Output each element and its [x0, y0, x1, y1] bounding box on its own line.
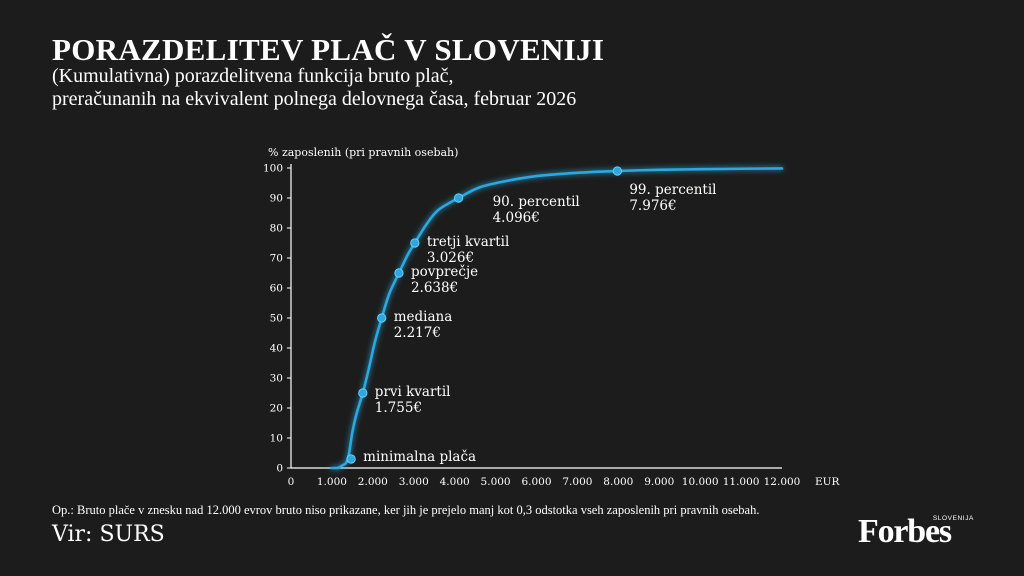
marker-point [410, 238, 420, 248]
y-tick-label: 0 [276, 463, 283, 475]
source-label: Vir: SURS [52, 522, 165, 547]
x-tick-label: 6.000 [521, 476, 551, 488]
marker-label: mediana [394, 309, 453, 325]
x-tick-label: 5.000 [481, 476, 511, 488]
marker-point [612, 166, 622, 176]
marker-label: minimalna plača [363, 449, 476, 465]
x-tick-label: 12.000 [764, 476, 801, 488]
y-tick-label: 20 [270, 403, 283, 415]
marker-label: 90. percentil [493, 194, 580, 210]
marker-point [358, 388, 368, 398]
x-tick-label: 4.000 [440, 476, 470, 488]
logo-wordmark: Forbes [858, 513, 952, 550]
y-tick-label: 80 [270, 223, 283, 235]
logo-edition: SLOVENIJA [932, 515, 974, 522]
subtitle: (Kumulativna) porazdelitvena funkcija br… [52, 65, 752, 111]
y-tick-label: 100 [263, 163, 283, 175]
x-tick-label: 2.000 [358, 476, 388, 488]
y-tick-label: 50 [270, 313, 283, 325]
y-tick-label: 90 [270, 193, 283, 205]
y-tick-label: 60 [270, 283, 283, 295]
x-tick-label: 10.000 [682, 476, 719, 488]
y-tick-label: 70 [270, 253, 283, 265]
marker-value: 4.096€ [493, 210, 540, 226]
marker-value: 7.976€ [629, 198, 676, 214]
footnote: Op.: Bruto plače v znesku nad 12.000 evr… [52, 503, 760, 517]
axes [287, 164, 782, 469]
forbes-logo: Forbes SLOVENIJA [858, 512, 976, 552]
marker-label: prvi kvartil [375, 384, 451, 400]
marker-point [394, 268, 404, 278]
y-tick-label: 10 [270, 433, 283, 445]
marker-label: tretji kvartil [427, 234, 509, 250]
subtitle-line-1: (Kumulativna) porazdelitvena funkcija br… [52, 65, 454, 87]
y-tick-label: 40 [270, 343, 283, 355]
x-tick-label: 7.000 [562, 476, 592, 488]
marker-label: povprečje [411, 264, 478, 280]
marker-point [377, 313, 387, 323]
x-axis-label: EUR [815, 476, 841, 488]
marker-value: 2.638€ [411, 280, 458, 296]
tick-labels: 0 10 20 30 40 50 60 70 80 90 100 0 1.000 2.000 3.000 4.… [263, 163, 800, 489]
y-tick-label: 30 [270, 373, 283, 385]
marker-value: 1.755€ [375, 400, 422, 416]
marker-value: 2.217€ [394, 325, 441, 341]
x-tick-label: 11.000 [723, 476, 760, 488]
marker-point [346, 454, 356, 464]
x-tick-label: 9.000 [644, 476, 674, 488]
x-tick-label: 1.000 [317, 476, 347, 488]
marker-label: 99. percentil [629, 182, 716, 198]
x-tick-label: 0 [288, 476, 295, 488]
x-tick-label: 3.000 [399, 476, 429, 488]
y-axis-label: % zaposlenih (pri pravnih osebah) [268, 146, 458, 159]
marker-value: 3.026€ [427, 250, 474, 266]
page-title: PORAZDELITEV PLAČ V SLOVENIJI [52, 32, 605, 67]
x-tick-label: 8.000 [603, 476, 633, 488]
subtitle-line-2: preračunanih na ekvivalent polnega delov… [52, 88, 577, 110]
marker-point [453, 193, 464, 203]
